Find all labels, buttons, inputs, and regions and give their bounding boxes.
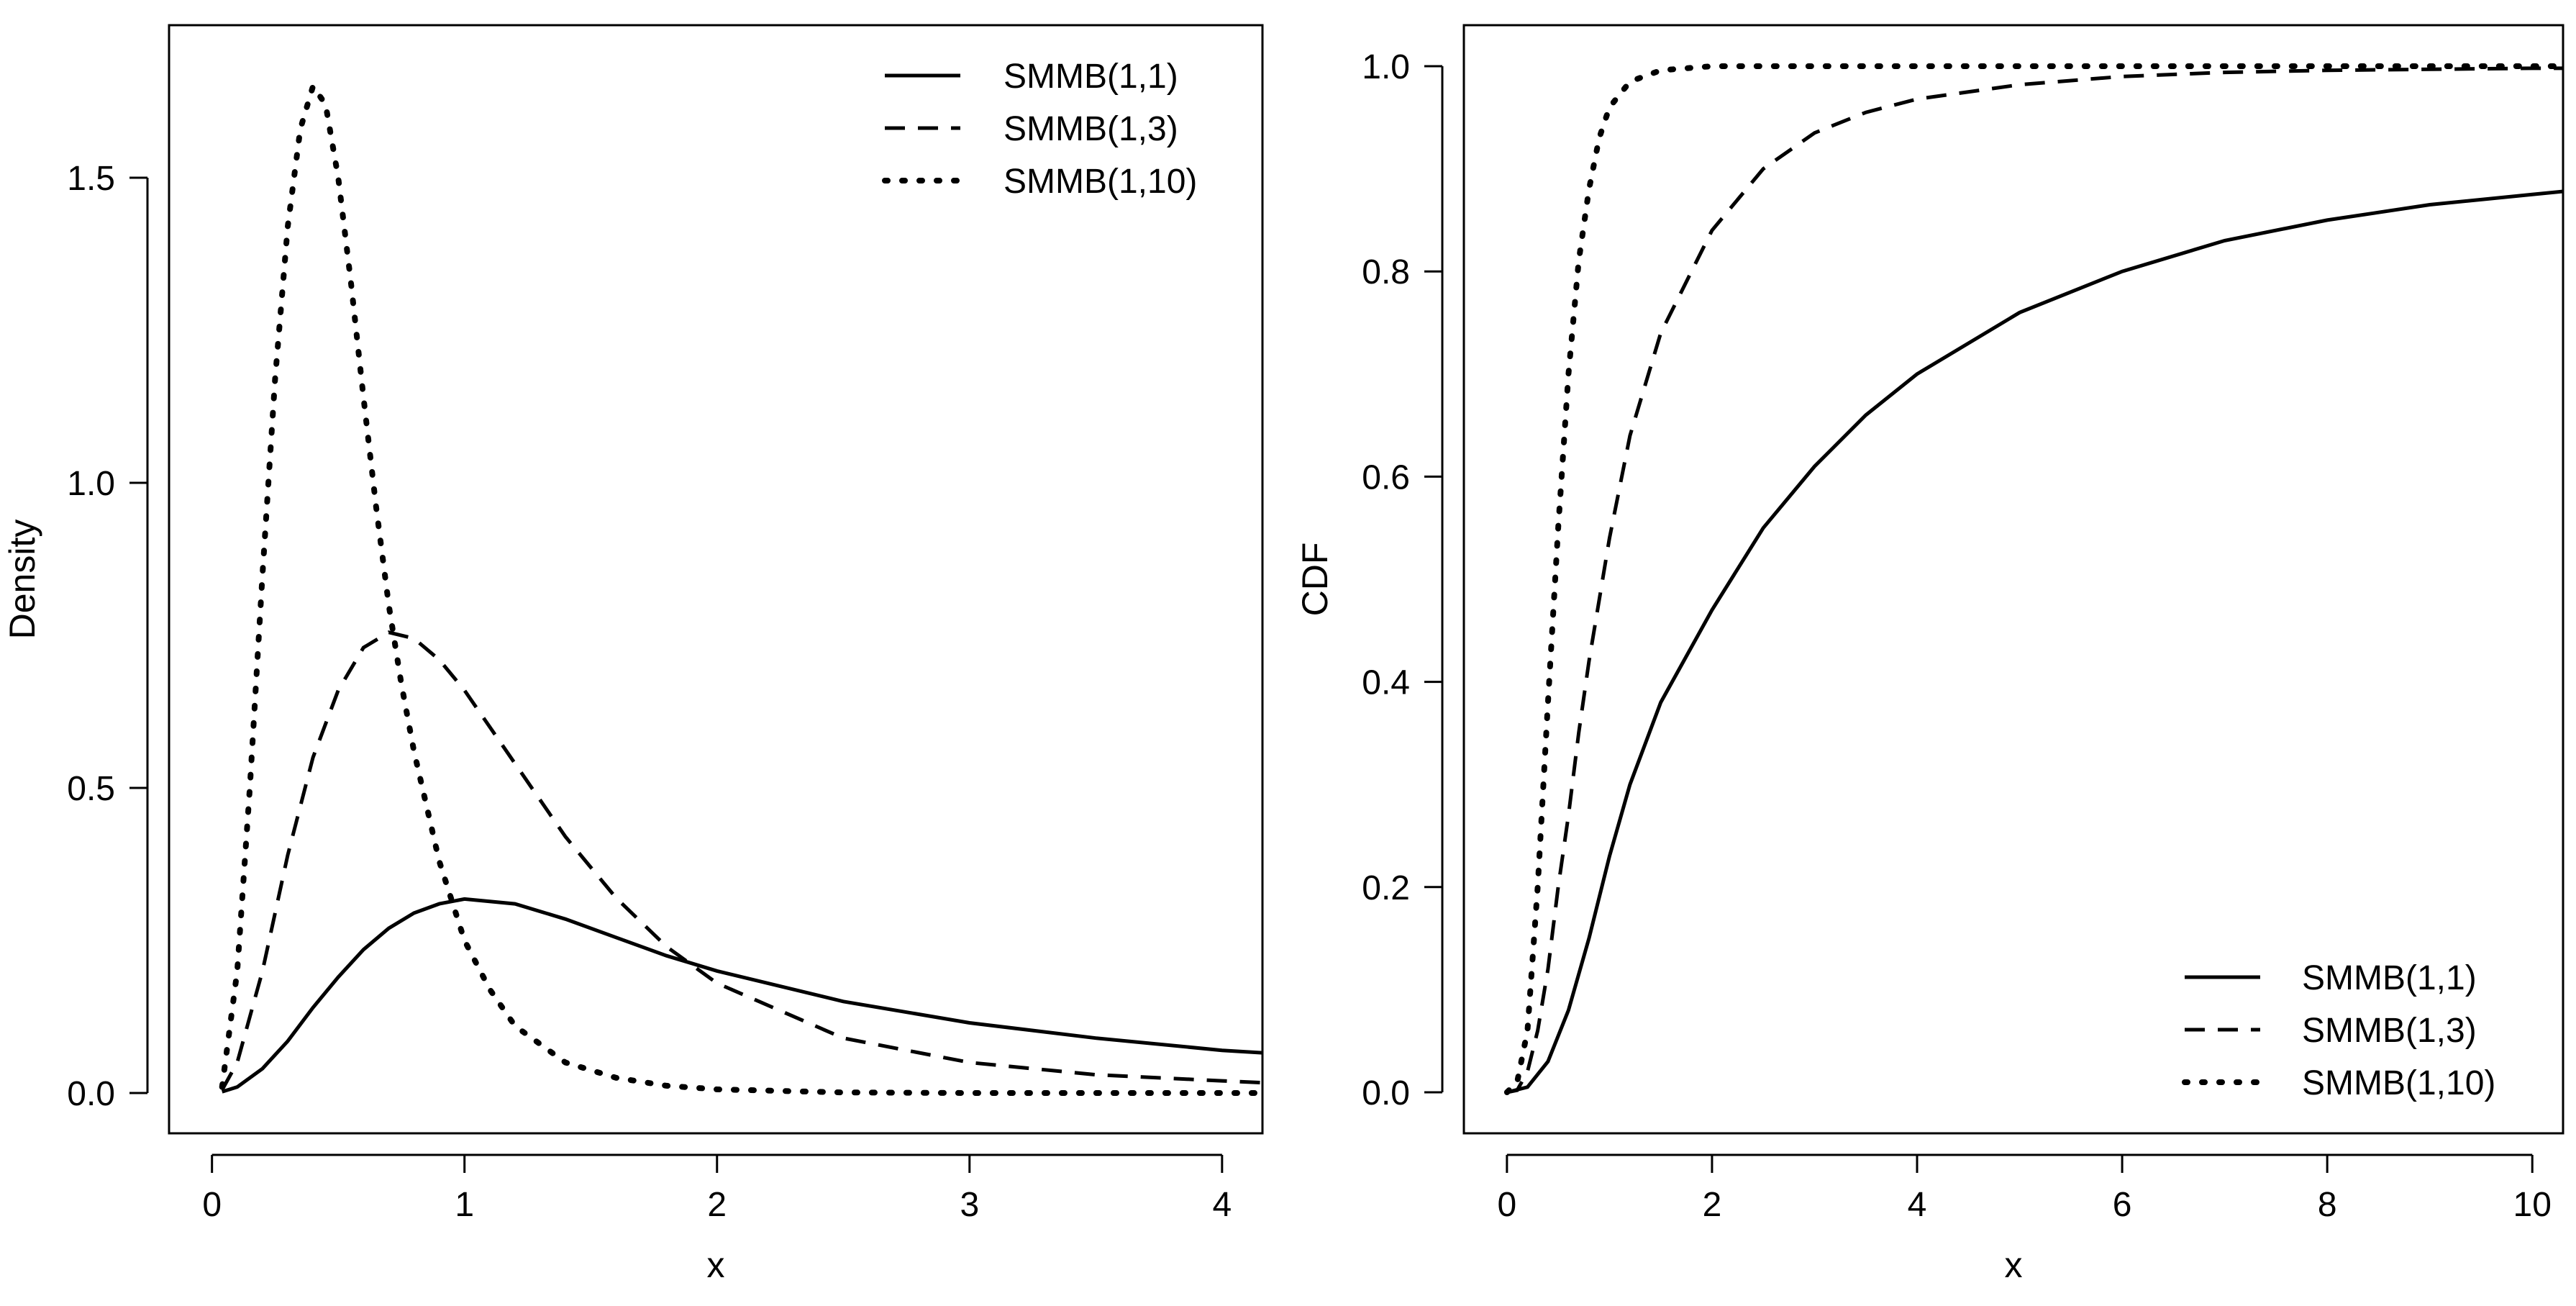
series-line-smmb-1-1 bbox=[221, 897, 1262, 1094]
x-tick-label: 0 bbox=[202, 1186, 222, 1224]
y-tick-label: 1.5 bbox=[67, 160, 115, 198]
series-line-smmb-1-3 bbox=[220, 630, 1262, 1092]
x-tick-label: 6 bbox=[2113, 1186, 2132, 1224]
series-line-smmb-1-1 bbox=[1506, 189, 2563, 1094]
x-tick-label: 4 bbox=[1908, 1186, 1927, 1224]
legend: SMMB(1,1) SMMB(1,3) SMMB(1,10) bbox=[2182, 959, 2495, 1102]
y-tick-label: 0.5 bbox=[67, 770, 115, 808]
x-tick-label: 2 bbox=[707, 1186, 727, 1224]
chart-panel-2: 0 2 4 6 8 100.00.20.40.60.81.0xCDFSMMB(1,1)SM… bbox=[1295, 24, 2564, 1285]
y-tick-label: 1.0 bbox=[1362, 48, 1410, 86]
x-axis-label: x bbox=[2005, 1245, 2023, 1285]
legend-label: SMMB(1,3) bbox=[2302, 1012, 2477, 1050]
x-axis-label: x bbox=[707, 1245, 725, 1285]
legend-label: SMMB(1,1) bbox=[1003, 58, 1178, 96]
legend-label: SMMB(1,3) bbox=[1003, 110, 1178, 148]
y-tick-label: 0.0 bbox=[1362, 1074, 1410, 1112]
y-tick-label: 0.0 bbox=[67, 1075, 115, 1113]
legend-label: SMMB(1,1) bbox=[2302, 959, 2477, 997]
y-tick-label: 0.4 bbox=[1362, 664, 1410, 702]
x-tick-label: 2 bbox=[1703, 1186, 1722, 1224]
x-tick-label: 8 bbox=[2318, 1186, 2337, 1224]
y-axis-label: Density bbox=[2, 520, 42, 640]
series-line-smmb-1-10 bbox=[1503, 63, 2563, 1095]
x-tick-label: 0 bbox=[1498, 1186, 1517, 1224]
y-tick-label: 0.8 bbox=[1362, 253, 1410, 291]
legend: SMMB(1,1) SMMB(1,3) SMMB(1,10) bbox=[882, 58, 1197, 201]
y-axis-label: CDF bbox=[1295, 543, 1335, 617]
x-tick-label: 3 bbox=[960, 1186, 979, 1224]
series-line-smmb-1-3 bbox=[1506, 66, 2563, 1094]
chart-panel-1: 0 1 2 3 40.00.51.01.5xDensitySMMB(1,1)SMMB(1… bbox=[2, 24, 1264, 1285]
x-tick-label: 4 bbox=[1212, 1186, 1232, 1224]
legend-label: SMMB(1,10) bbox=[1003, 163, 1197, 201]
legend-label: SMMB(1,10) bbox=[2302, 1064, 2495, 1102]
series-line-smmb-1-10 bbox=[219, 79, 1262, 1096]
y-tick-label: 1.0 bbox=[67, 465, 115, 503]
y-tick-label: 0.2 bbox=[1362, 869, 1410, 907]
x-tick-label: 1 bbox=[455, 1186, 474, 1224]
x-tick-label: 10 bbox=[2513, 1186, 2552, 1224]
y-tick-label: 0.6 bbox=[1362, 458, 1410, 496]
plot-frame bbox=[168, 24, 1264, 1135]
plot-frame bbox=[1462, 24, 2564, 1135]
